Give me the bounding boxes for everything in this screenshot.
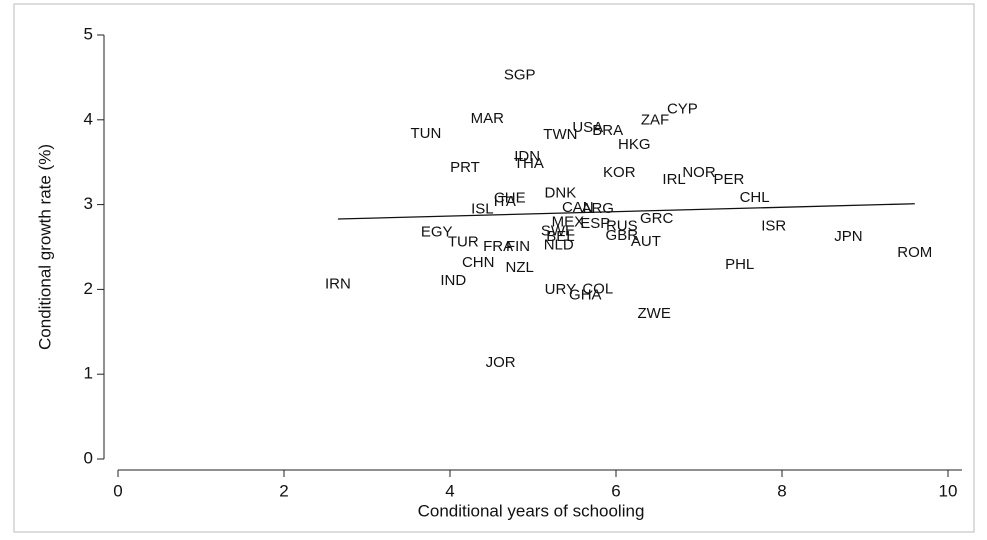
point-label: EGY (421, 224, 453, 241)
point-label: ZAF (641, 112, 669, 129)
point-label: PER (713, 171, 744, 188)
y-tick-label: 2 (84, 279, 93, 298)
point-label: USA (572, 119, 603, 136)
point-label: BRA (592, 122, 623, 139)
point-label: CHE (494, 190, 526, 207)
point-label: THA (514, 155, 544, 172)
fit-line (337, 203, 915, 220)
point-label: PRT (450, 159, 480, 176)
point-label: CHL (740, 189, 770, 206)
point-label: IRN (325, 275, 351, 292)
point-label: GHA (569, 286, 602, 303)
x-tick-label: 2 (279, 481, 288, 500)
point-label: NOR (682, 164, 716, 181)
point-label: HKG (618, 136, 651, 153)
point-label: FRA (483, 238, 513, 255)
x-tick-label: 8 (777, 481, 786, 500)
point-label: ZWE (638, 305, 671, 322)
point-label: BEL (546, 228, 574, 245)
point-label: TWN (543, 126, 577, 143)
point-label: NZL (506, 259, 534, 276)
point-label: ITA (494, 193, 516, 210)
point-label: IDN (514, 148, 540, 165)
x-tick-label: 10 (939, 481, 958, 500)
point-label: SWE (541, 223, 575, 240)
point-label: IRL (662, 171, 685, 188)
y-tick-label: 1 (84, 364, 93, 383)
point-label: CYP (667, 101, 698, 118)
point-label: MAR (471, 110, 505, 127)
point-label: DNK (545, 185, 577, 202)
x-axis-title: Conditional years of schooling (418, 501, 645, 520)
y-tick-label: 5 (84, 24, 93, 43)
point-label: GRC (640, 210, 674, 227)
y-tick-label: 4 (84, 109, 93, 128)
point-label: KOR (603, 164, 636, 181)
x-tick-label: 6 (611, 481, 620, 500)
y-axis-title: Conditional growth rate (%) (35, 144, 54, 350)
point-label: SGP (504, 67, 536, 84)
point-label: CAN (562, 199, 594, 216)
point-label: GBR (606, 227, 639, 244)
frame (13, 3, 975, 533)
point-label: TUR (448, 234, 479, 251)
point-label: ISL (471, 201, 494, 218)
point-label: AUT (631, 233, 661, 250)
point-label: ROM (897, 244, 932, 261)
point-label: PHL (725, 256, 754, 273)
x-tick-label: 4 (445, 481, 454, 500)
point-label: FIN (506, 238, 530, 255)
y-tick-label: 3 (84, 194, 93, 213)
point-label: ESP (580, 215, 610, 232)
point-label: TUN (411, 125, 442, 142)
point-label: COL (582, 280, 613, 297)
x-tick-label: 0 (113, 481, 122, 500)
point-label: ISR (761, 218, 786, 235)
point-label: NLD (544, 236, 574, 253)
point-label: JOR (486, 354, 516, 371)
point-label: IND (440, 272, 466, 289)
point-label: URY (545, 281, 576, 298)
point-label: CHN (462, 254, 495, 271)
point-label: RUS (606, 218, 638, 235)
point-label: MEX (552, 213, 585, 230)
point-label: JPN (834, 228, 862, 245)
y-tick-label: 0 (84, 448, 93, 467)
